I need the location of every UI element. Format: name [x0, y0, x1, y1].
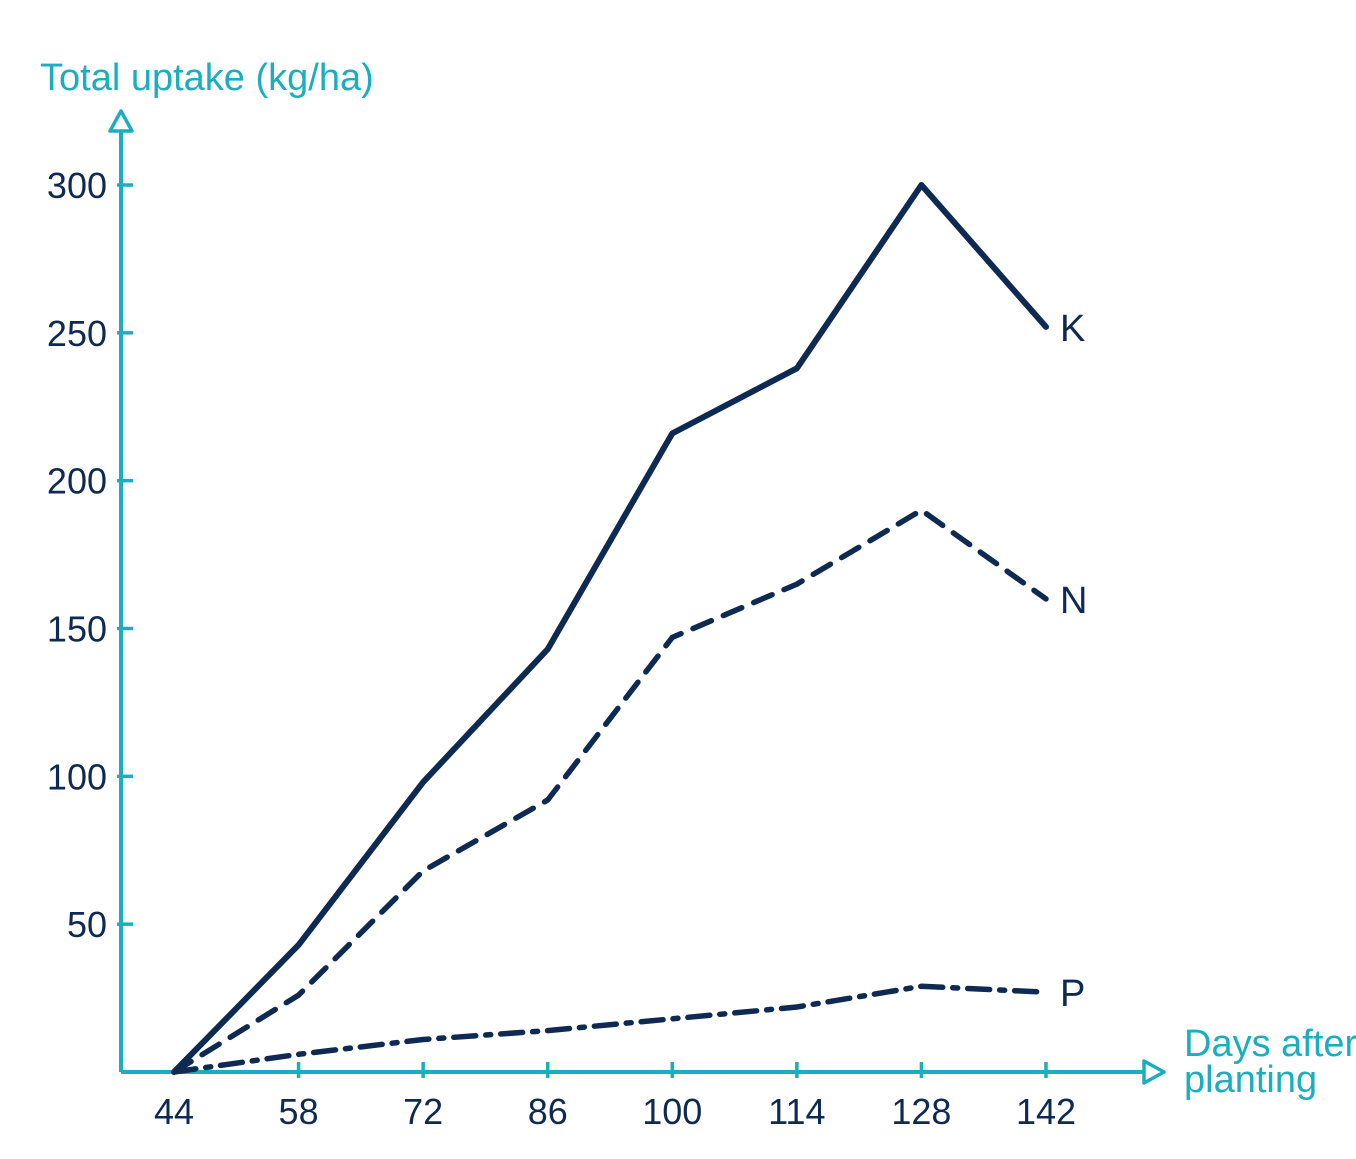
x-tick-label: 58 — [279, 1091, 319, 1132]
y-tick-label: 100 — [47, 756, 107, 797]
series-lines: K N P — [171, 182, 1087, 1075]
y-tick-label: 50 — [67, 904, 107, 945]
x-tick-label: 44 — [154, 1091, 194, 1132]
axes: 50 100 150 200 250 300 44 58 72 86 100 114 128 142 — [47, 109, 1166, 1132]
x-axis-title-line-1: Days after — [1184, 1023, 1356, 1065]
y-tick-label: 200 — [47, 461, 107, 502]
x-tick-label: 86 — [528, 1091, 568, 1132]
y-axis-arrow-icon — [108, 109, 134, 133]
y-tick-label: 300 — [47, 165, 107, 206]
series-label-k: K — [1060, 308, 1085, 350]
x-axis-arrow-icon — [1142, 1059, 1166, 1085]
series-line-n — [171, 507, 1049, 1075]
y-tick-label: 250 — [47, 313, 107, 354]
y-tick-label: 150 — [47, 609, 107, 650]
x-tick-label: 128 — [891, 1091, 951, 1132]
x-tick-label: 142 — [1016, 1091, 1076, 1132]
series-label-p: P — [1060, 973, 1085, 1015]
x-tick-label: 114 — [768, 1091, 825, 1132]
x-tick-label: 100 — [642, 1091, 702, 1132]
series-line-p — [171, 983, 1049, 1075]
series-line-k — [171, 182, 1049, 1075]
y-axis-title: Total uptake (kg/ha) — [40, 57, 374, 99]
series-label-n: N — [1060, 580, 1087, 622]
x-axis-title-line-2: planting — [1184, 1059, 1317, 1101]
axis-labels: Total uptake (kg/ha) Days after planting — [40, 57, 1356, 1101]
x-tick-label: 72 — [403, 1091, 443, 1132]
